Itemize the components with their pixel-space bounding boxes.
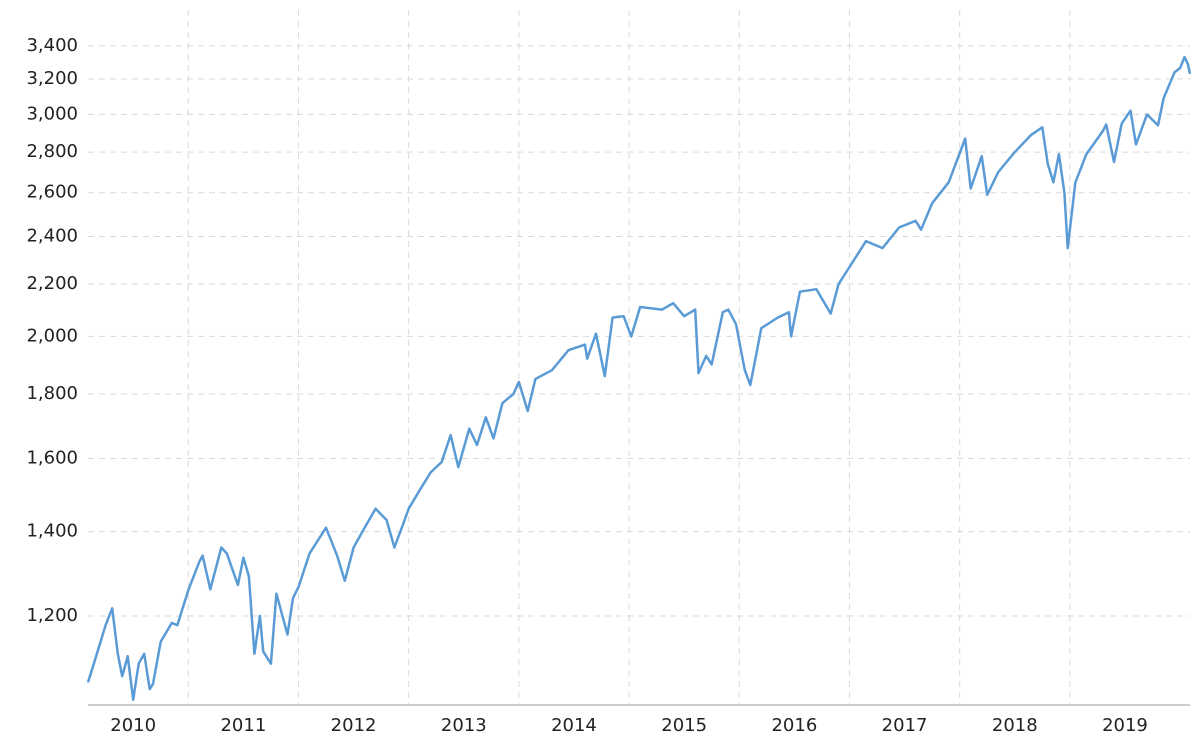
x-tick-label: 2018 <box>992 715 1038 736</box>
x-tick-label: 2010 <box>110 715 156 736</box>
y-tick-label: 3,400 <box>26 35 78 56</box>
y-tick-label: 3,000 <box>26 103 78 124</box>
y-tick-label: 2,200 <box>26 273 78 294</box>
price-line <box>86 55 1192 701</box>
y-tick-label: 1,600 <box>26 448 78 469</box>
x-tick-label: 2019 <box>1102 715 1148 736</box>
x-tick-label: 2012 <box>331 715 377 736</box>
x-tick-label: 2015 <box>661 715 707 736</box>
y-tick-label: 1,800 <box>26 383 78 404</box>
x-tick-label: 2013 <box>441 715 487 736</box>
x-tick-label: 2016 <box>771 715 817 736</box>
y-tick-label: 3,200 <box>26 68 78 89</box>
y-tick-label: 2,800 <box>26 141 78 162</box>
y-tick-label: 1,200 <box>26 605 78 626</box>
y-tick-label: 2,400 <box>26 226 78 247</box>
y-tick-label: 2,000 <box>26 325 78 346</box>
x-tick-label: 2011 <box>220 715 266 736</box>
x-tick-label: 2017 <box>882 715 928 736</box>
x-tick-label: 2014 <box>551 715 597 736</box>
y-tick-label: 2,600 <box>26 182 78 203</box>
y-tick-label: 1,400 <box>26 521 78 542</box>
